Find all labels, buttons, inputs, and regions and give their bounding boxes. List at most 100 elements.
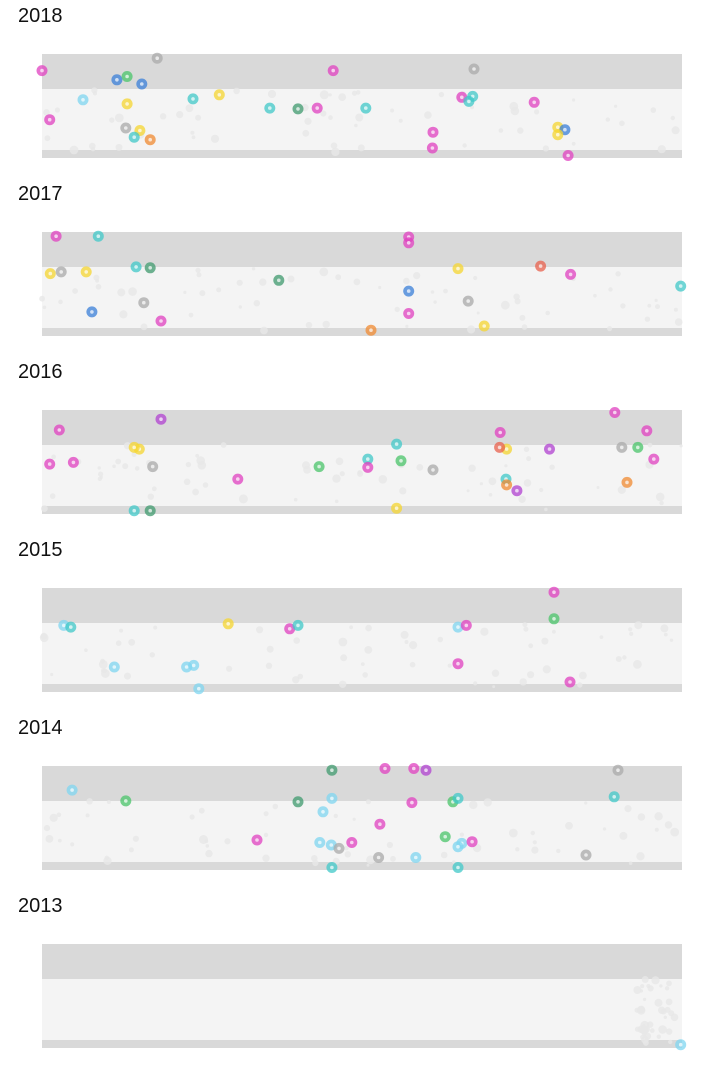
data-point-core [150, 464, 155, 469]
top-band [42, 410, 682, 445]
ghost-mark [596, 486, 600, 489]
ghost-mark [199, 835, 208, 844]
data-point-core [406, 241, 411, 245]
ghost-mark [647, 442, 653, 448]
ghost-mark [302, 129, 310, 137]
data-point-core [406, 289, 411, 293]
ghost-mark [365, 799, 371, 805]
data-point-core [184, 665, 189, 669]
data-point-core [456, 266, 460, 271]
ghost-mark [238, 494, 248, 504]
ghost-mark [54, 107, 60, 113]
bottom-band [42, 150, 682, 158]
ghost-mark [523, 479, 532, 487]
ghost-mark [483, 798, 492, 807]
ghost-mark [210, 134, 220, 143]
ghost-mark [124, 672, 131, 680]
ghost-mark [642, 997, 647, 1002]
data-point-core [394, 506, 399, 510]
data-point-core [612, 795, 616, 799]
data-point-core [255, 838, 259, 842]
ghost-mark [654, 812, 663, 821]
ghost-mark [344, 851, 351, 858]
ghost-mark [654, 298, 658, 302]
data-point-core [369, 328, 373, 332]
ghost-mark [674, 318, 683, 326]
ghost-mark [480, 627, 489, 636]
data-point-core [70, 788, 74, 792]
ghost-mark [197, 461, 207, 470]
ghost-mark [117, 288, 126, 297]
ghost-mark [205, 844, 210, 848]
ghost-mark [57, 838, 62, 843]
data-point-core [191, 97, 195, 101]
data-point-core [142, 300, 146, 305]
ghost-mark [473, 681, 478, 686]
ghost-mark [95, 278, 99, 283]
ghost-mark [265, 662, 273, 669]
ghost-mark [320, 110, 327, 117]
ghost-mark [521, 324, 528, 330]
year-title: 2017 [18, 183, 63, 205]
data-point-core [125, 74, 129, 79]
ghost-mark [409, 661, 416, 668]
ghost-mark [670, 115, 675, 121]
ghost-mark [99, 475, 103, 479]
ghost-mark [362, 672, 369, 678]
data-point-core [112, 665, 117, 669]
plot-strip [42, 944, 687, 1051]
data-point-core [155, 56, 159, 60]
ghost-mark [340, 654, 348, 662]
data-point-core [645, 429, 649, 433]
ghost-mark [619, 831, 628, 840]
ghost-mark [663, 632, 668, 637]
year-panel: 2016 [0, 356, 708, 534]
ghost-mark [654, 827, 659, 832]
ghost-mark [349, 625, 353, 630]
ghost-mark [476, 311, 480, 315]
data-point-core [329, 843, 334, 847]
ghost-mark [292, 676, 300, 684]
ghost-mark [304, 117, 312, 125]
ghost-mark [191, 135, 196, 140]
ghost-mark [617, 485, 626, 494]
middle-band [42, 979, 682, 1040]
ghost-mark [85, 813, 90, 818]
ghost-mark [514, 298, 521, 305]
ghost-mark [531, 846, 539, 854]
ghost-mark [72, 288, 78, 294]
data-point-core [330, 796, 334, 801]
plot-strip [39, 230, 687, 336]
plot-strip [36, 52, 682, 161]
ghost-mark [663, 1015, 667, 1019]
ghost-mark [608, 287, 613, 292]
data-point-core [132, 135, 136, 139]
data-point-core [47, 462, 52, 466]
ghost-mark [556, 848, 561, 854]
year-panel: 2015 [0, 534, 708, 712]
data-point-core [226, 622, 230, 626]
ghost-mark [614, 104, 618, 108]
ghost-mark [43, 109, 50, 116]
ghost-mark [132, 835, 139, 842]
data-point-core [287, 627, 292, 631]
ghost-mark [619, 120, 625, 127]
data-point-core [81, 98, 85, 102]
data-point-core [318, 840, 322, 845]
ghost-mark [541, 637, 549, 645]
data-point-core [636, 445, 640, 450]
ghost-mark [58, 299, 63, 305]
data-point-core [678, 1042, 683, 1047]
scatter-plot [39, 586, 682, 695]
data-point-core [197, 686, 201, 691]
top-band [42, 944, 682, 979]
data-point-core [431, 130, 435, 134]
ghost-mark [468, 464, 476, 472]
ghost-mark [403, 277, 410, 285]
ghost-mark [577, 682, 583, 688]
ghost-mark [633, 660, 642, 669]
ghost-mark [196, 272, 202, 278]
ghost-mark [49, 813, 58, 822]
ghost-mark [98, 660, 108, 669]
ghost-mark [399, 487, 407, 495]
